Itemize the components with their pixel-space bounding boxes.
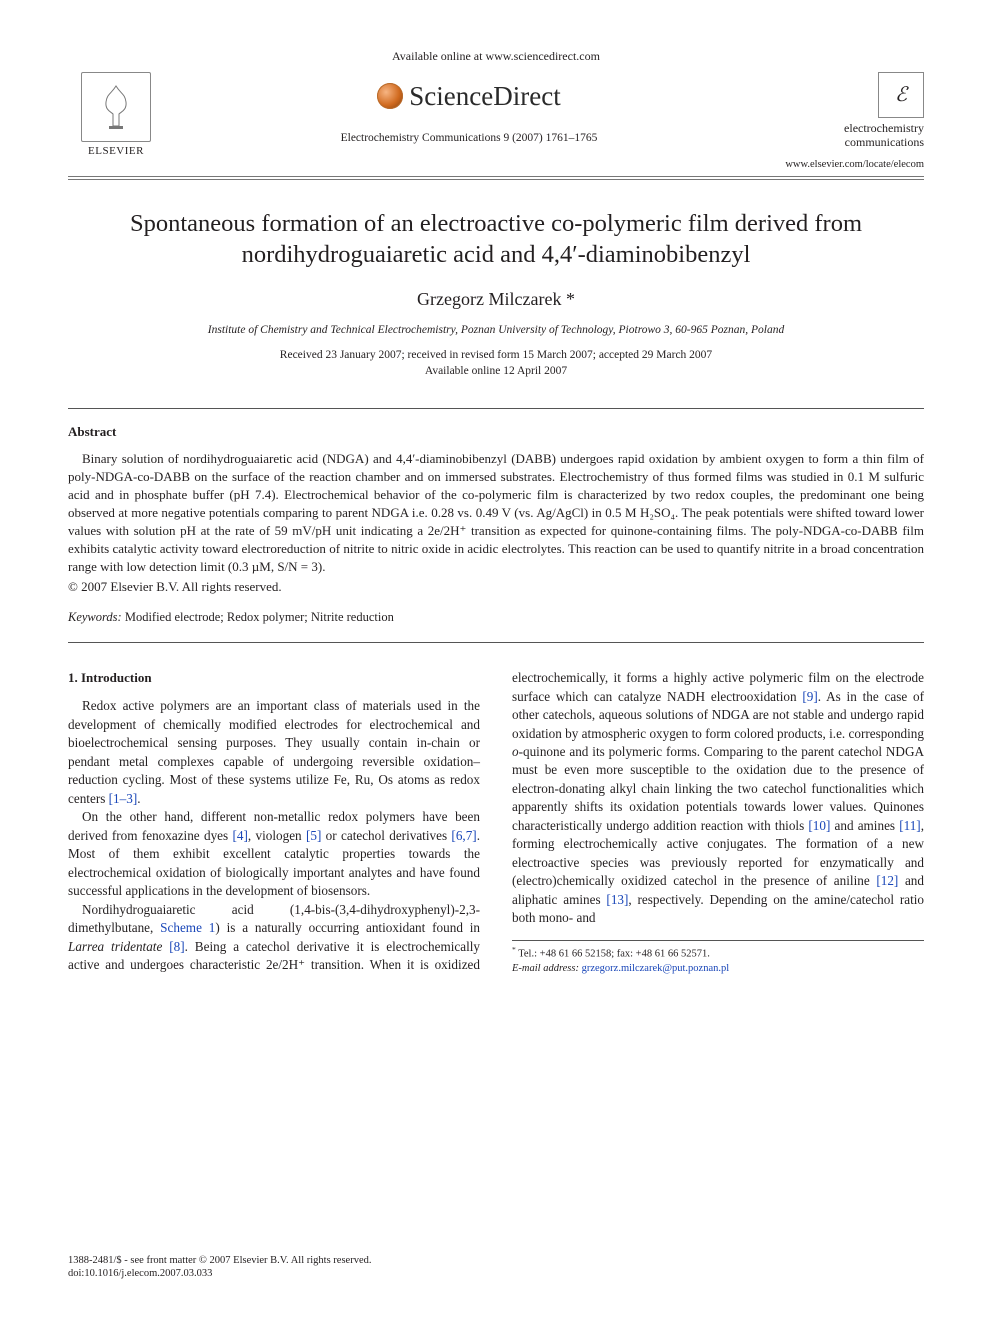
header-logos-row: ELSEVIER ScienceDirect Electrochemistry … [68, 72, 924, 172]
ref-1-3[interactable]: [1–3] [109, 791, 138, 806]
dates-line2: Available online 12 April 2007 [425, 365, 567, 377]
sciencedirect-brand: ScienceDirect [377, 78, 560, 114]
journal-logo-icon: ℰ [878, 72, 924, 118]
ref-6-7[interactable]: [6,7] [451, 828, 476, 843]
journal-name: electrochemistry communications [774, 122, 924, 150]
ref-5[interactable]: [5] [306, 828, 321, 843]
sciencedirect-wordmark: ScienceDirect [409, 78, 560, 114]
ref-8[interactable]: [8] [162, 939, 184, 954]
header-rule-2 [68, 179, 924, 180]
abstract-top-rule [68, 408, 924, 409]
p2-c: or catechol derivatives [321, 828, 451, 843]
body-columns: 1. Introduction Redox active polymers ar… [68, 669, 924, 976]
ref-10[interactable]: [10] [808, 818, 830, 833]
abstract-paragraph: Binary solution of nordihydroguaiaretic … [68, 450, 924, 576]
p1-end: . [137, 791, 140, 806]
journal-name-line2: communications [845, 135, 924, 149]
keywords-line: Keywords: Modified electrode; Redox poly… [68, 609, 924, 626]
affiliation: Institute of Chemistry and Technical Ele… [68, 323, 924, 339]
footer-front-matter: 1388-2481/$ - see front matter © 2007 El… [68, 1254, 371, 1268]
intro-heading: 1. Introduction [68, 669, 480, 687]
p1-text: Redox active polymers are an important c… [68, 698, 480, 805]
footnote-email[interactable]: grzegorz.milczarek@put.poznan.pl [582, 963, 730, 974]
sciencedirect-brand-block: ScienceDirect Electrochemistry Communica… [164, 72, 774, 146]
journal-citation: Electrochemistry Communications 9 (2007)… [164, 131, 774, 147]
abstract-heading: Abstract [68, 423, 924, 441]
footnote-email-line: E-mail address: grzegorz.milczarek@put.p… [512, 962, 924, 976]
intro-paragraph-1: Redox active polymers are an important c… [68, 697, 480, 808]
p3-f: and amines [830, 818, 899, 833]
footnote-tel-text: Tel.: +48 61 66 52158; fax: +48 61 66 52… [518, 948, 710, 959]
ref-12[interactable]: [12] [876, 873, 898, 888]
header-rule-1 [68, 176, 924, 177]
history-dates: Received 23 January 2007; received in re… [68, 348, 924, 379]
ref-4[interactable]: [4] [232, 828, 247, 843]
p3-b: ) is a naturally occurring antioxidant f… [215, 920, 480, 935]
abstract-copyright: © 2007 Elsevier B.V. All rights reserved… [68, 578, 924, 596]
ref-9[interactable]: [9] [802, 689, 817, 704]
journal-logo-block: ℰ electrochemistry communications www.el… [774, 72, 924, 172]
dates-line1: Received 23 January 2007; received in re… [280, 349, 712, 361]
footnote-email-label: E-mail address: [512, 963, 579, 974]
keywords-list: Modified electrode; Redox polymer; Nitri… [125, 610, 394, 624]
corresponding-author-footnote: * Tel.: +48 61 66 52158; fax: +48 61 66 … [512, 940, 924, 976]
footnote-tel: * Tel.: +48 61 66 52158; fax: +48 61 66 … [512, 945, 924, 962]
journal-name-line1: electrochemistry [844, 121, 924, 135]
footer-doi: doi:10.1016/j.elecom.2007.03.033 [68, 1267, 371, 1281]
article-title: Spontaneous formation of an electroactiv… [96, 208, 896, 271]
ref-11[interactable]: [11] [899, 818, 920, 833]
p2-b: , viologen [248, 828, 306, 843]
scheme-1-link[interactable]: Scheme 1 [160, 920, 215, 935]
o-quinone-prefix: o [512, 744, 519, 759]
abstract-text: Binary solution of nordihydroguaiaretic … [68, 450, 924, 576]
journal-url: www.elsevier.com/locate/elecom [774, 158, 924, 172]
abstract-bottom-rule [68, 642, 924, 643]
author-line: Grzegorz Milczarek * [68, 287, 924, 311]
species-name: Larrea tridentate [68, 939, 162, 954]
sciencedirect-orb-icon [377, 83, 403, 109]
elsevier-tree-icon [81, 72, 151, 142]
page-footer: 1388-2481/$ - see front matter © 2007 El… [68, 1254, 371, 1281]
ref-13[interactable]: [13] [606, 892, 628, 907]
intro-paragraph-2: On the other hand, different non-metalli… [68, 808, 480, 900]
keywords-label: Keywords: [68, 610, 122, 624]
available-online-line: Available online at www.sciencedirect.co… [68, 48, 924, 64]
elsevier-label: ELSEVIER [68, 144, 164, 159]
elsevier-logo-block: ELSEVIER [68, 72, 164, 159]
